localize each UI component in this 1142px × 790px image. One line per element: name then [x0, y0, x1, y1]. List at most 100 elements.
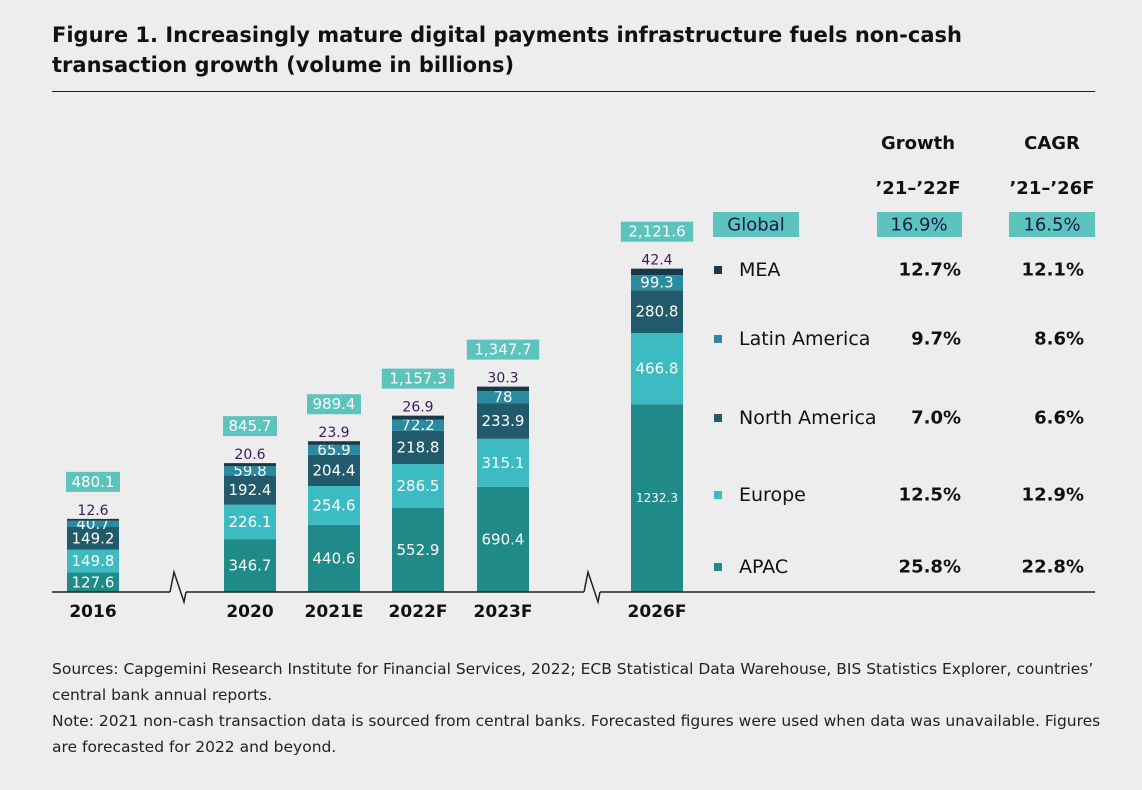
total-box-2016 [66, 471, 120, 492]
bars-layer: 127.6149.8149.240.712.6480.1346.7226.119… [66, 221, 694, 592]
bar-segment-latin-america-2026f [631, 275, 683, 291]
chart-notes: Sources: Capgemini Research Institute fo… [52, 656, 1112, 760]
global-label: Global [727, 215, 784, 236]
bar-segment-europe-2021e [308, 486, 360, 525]
legend-label-mea: MEA [739, 259, 780, 281]
total-label-2020: 845.7 [229, 417, 272, 435]
bar-segment-mea-2023f [477, 386, 529, 392]
legend-swatch-mea [714, 266, 722, 274]
legend-label-north-america: North America [739, 407, 877, 429]
total-label-2016: 480.1 [72, 473, 115, 491]
bar-segment-mea-2026f [631, 268, 683, 276]
bar-segment-europe-2016 [67, 549, 119, 573]
total-label-2021e: 989.4 [313, 395, 356, 413]
bar-segment-mea-2020 [224, 463, 276, 467]
value-label-north-america-2021e: 204.4 [313, 461, 356, 479]
value-label-europe-2022f: 286.5 [397, 477, 440, 495]
value-label-mea-2022f: 26.9 [402, 400, 433, 416]
total-label-2026f: 2,121.6 [628, 223, 685, 241]
value-label-latin-america-2022f: 72.2 [401, 416, 434, 434]
x-tick-label-2022f: 2022F [389, 602, 448, 622]
methodology-note: Note: 2021 non-cash transaction data is … [52, 712, 1101, 756]
bar-segment-latin-america-2016 [67, 520, 119, 527]
legend-label-europe: Europe [739, 484, 806, 506]
value-label-mea-2023f: 30.3 [487, 371, 518, 387]
axis-layer: 2016 2020 2021E 2022F 2023F 2026F [52, 569, 1095, 622]
bar-segment-apac-2022f [392, 507, 444, 592]
value-label-north-america-2023f: 233.9 [482, 412, 525, 430]
bar-segment-latin-america-2022f [392, 419, 444, 431]
value-label-apac-2022f: 552.9 [397, 541, 440, 559]
value-label-europe-2021e: 254.6 [313, 496, 356, 514]
bar-segment-apac-2021e [308, 524, 360, 592]
growth-period-header: ’21–’22F [875, 178, 960, 199]
x-tick-label-2020: 2020 [226, 602, 273, 622]
bar-segment-apac-2016 [67, 572, 119, 592]
bar-segment-north-america-2023f [477, 403, 529, 439]
legend-swatch-apac [714, 563, 722, 571]
cagr-value-apac: 22.8% [1022, 557, 1084, 578]
value-label-apac-2023f: 690.4 [482, 530, 525, 548]
bar-segment-north-america-2022f [392, 430, 444, 465]
x-tick-label-2023f: 2023F [474, 602, 533, 622]
value-label-europe-2020: 226.1 [229, 513, 272, 531]
growth-value-europe: 12.5% [899, 485, 961, 506]
value-label-mea-2026f: 42.4 [641, 253, 672, 269]
bar-segment-latin-america-2021e [308, 444, 360, 455]
cagr-value-north-america: 6.6% [1034, 408, 1084, 429]
bar-segment-mea-2021e [308, 441, 360, 445]
total-box-2026f [620, 221, 694, 242]
value-label-apac-2021e: 440.6 [313, 549, 356, 567]
bar-segment-europe-2026f [631, 333, 683, 405]
title-divider [52, 91, 1095, 92]
table-layer: Growth ’21–’22F CAGR ’21–’26F Global 16.9% 16.… [713, 133, 1095, 578]
total-box-2021e [307, 394, 361, 415]
bar-segment-mea-2022f [392, 415, 444, 420]
value-label-north-america-2026f: 280.8 [636, 303, 679, 321]
bar-segment-europe-2022f [392, 464, 444, 508]
total-box-2022f [381, 368, 455, 389]
growth-value-latin-america: 9.7% [911, 329, 961, 350]
value-label-latin-america-2023f: 78 [493, 388, 512, 406]
value-label-europe-2023f: 315.1 [482, 454, 525, 472]
value-label-apac-2026f: 1232.3 [636, 491, 678, 505]
value-label-mea-2016: 12.6 [77, 503, 108, 519]
growth-value-apac: 25.8% [899, 557, 961, 578]
bar-segment-north-america-2020 [224, 475, 276, 505]
total-label-2022f: 1,157.3 [389, 370, 446, 388]
value-label-apac-2020: 346.7 [229, 557, 272, 575]
bar-segment-north-america-2026f [631, 290, 683, 334]
bar-segment-latin-america-2023f [477, 391, 529, 404]
legend-label-apac: APAC [739, 556, 788, 578]
cagr-header: CAGR [1024, 133, 1080, 154]
bar-segment-latin-america-2020 [224, 466, 276, 476]
cagr-value-mea: 12.1% [1022, 260, 1084, 281]
value-label-europe-2026f: 466.8 [636, 360, 679, 378]
global-cagr-box [1009, 212, 1095, 237]
x-tick-label-2026f: 2026F [628, 602, 687, 622]
global-label-box [713, 212, 799, 237]
legend-label-latin-america: Latin America [739, 328, 870, 350]
growth-header: Growth [881, 133, 955, 154]
growth-value-mea: 12.7% [899, 260, 961, 281]
cagr-period-header: ’21–’26F [1009, 178, 1094, 199]
value-label-mea-2020: 20.6 [234, 447, 265, 463]
bar-segment-north-america-2016 [67, 526, 119, 550]
bar-segment-apac-2020 [224, 539, 276, 592]
cagr-value-europe: 12.9% [1022, 485, 1084, 506]
cagr-value-latin-america: 8.6% [1034, 329, 1084, 350]
value-label-north-america-2020: 192.4 [229, 481, 272, 499]
legend-swatch-europe [714, 491, 722, 499]
bar-segment-europe-2020 [224, 504, 276, 540]
global-growth-value: 16.9% [890, 215, 947, 236]
value-label-mea-2021e: 23.9 [318, 425, 349, 441]
value-label-latin-america-2020: 59.8 [233, 462, 266, 480]
total-box-2020 [223, 416, 277, 437]
bar-segment-apac-2026f [631, 404, 683, 592]
x-tick-label-2016: 2016 [69, 602, 116, 622]
total-label-2023f: 1,347.7 [474, 341, 531, 359]
legend-swatch-north-america [714, 414, 722, 422]
axis-break-2 [583, 569, 601, 605]
total-box-2023f [466, 339, 540, 360]
value-label-latin-america-2021e: 65.9 [317, 441, 350, 459]
